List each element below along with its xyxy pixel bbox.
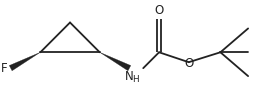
Text: O: O bbox=[155, 4, 164, 17]
Text: F: F bbox=[1, 62, 8, 75]
Polygon shape bbox=[9, 52, 40, 71]
Text: N: N bbox=[125, 70, 134, 83]
Text: O: O bbox=[184, 57, 194, 70]
Text: H: H bbox=[132, 75, 139, 84]
Polygon shape bbox=[100, 52, 131, 71]
